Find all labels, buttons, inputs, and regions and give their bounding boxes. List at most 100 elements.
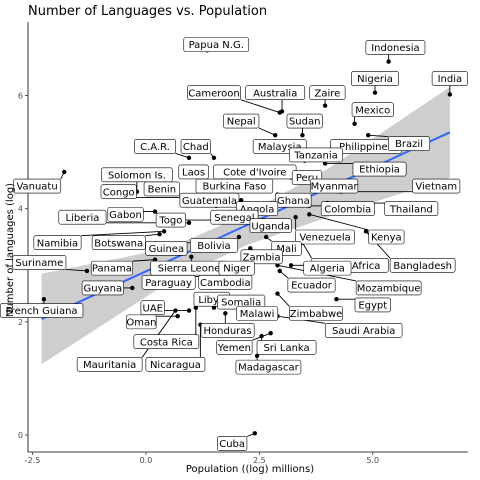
point-label: Sri Lanka — [263, 343, 309, 354]
point-label: Uganda — [251, 221, 290, 232]
point-label: Congo — [103, 187, 135, 198]
point-label-box — [351, 71, 399, 86]
point-label: Ghana — [277, 196, 310, 207]
data-point — [223, 311, 228, 316]
data-point — [175, 314, 180, 319]
point-label-box — [126, 314, 157, 330]
point-label: Peru — [296, 173, 318, 184]
point-label: Mali — [276, 244, 296, 255]
data-point — [186, 155, 192, 160]
label-connector — [145, 233, 160, 237]
data-point — [275, 263, 280, 268]
point-label-box — [187, 85, 241, 101]
point-label-box — [245, 85, 306, 101]
point-label-box — [256, 340, 317, 355]
point-label: Togo — [158, 216, 182, 227]
data-point — [273, 132, 278, 138]
data-point — [62, 169, 67, 175]
y-tick-label: 4 — [18, 205, 23, 214]
point-label-box — [155, 212, 186, 228]
point-label: Niger — [223, 264, 251, 275]
point-label: Liberia — [65, 213, 99, 224]
label-connector — [175, 153, 190, 159]
data-point — [173, 308, 178, 313]
point-label-box — [324, 323, 403, 338]
point-label-box — [388, 136, 431, 151]
point-label-box — [289, 147, 343, 163]
point-label: Ecuador — [291, 281, 333, 292]
data-point — [254, 353, 260, 359]
point-label-box — [183, 37, 250, 52]
data-point — [275, 291, 280, 296]
data-point — [366, 132, 371, 138]
point-label: Sierra Leone — [158, 264, 221, 275]
data-point — [352, 121, 357, 127]
point-label-box — [101, 167, 173, 183]
point-label: Nigeria — [357, 74, 393, 85]
point-label: Libya — [198, 295, 225, 306]
point-label-box — [351, 102, 394, 117]
point-label-box — [355, 280, 422, 296]
point-label-box — [12, 255, 67, 270]
data-point — [186, 220, 192, 226]
point-label-box — [145, 241, 188, 256]
point-label-box — [289, 306, 343, 321]
point-label: Costa Rica — [140, 337, 193, 348]
point-label: Venezuela — [299, 233, 350, 244]
data-point — [248, 246, 253, 251]
point-label-box — [210, 209, 259, 225]
data-point — [293, 214, 298, 220]
point-label: Madagascar — [238, 363, 300, 374]
point-label-box — [310, 178, 359, 194]
point-label: Cote d'Ivoire — [223, 168, 286, 179]
point-label-box — [368, 229, 405, 245]
point-label-box — [389, 257, 456, 273]
point-label-box — [365, 40, 426, 55]
point-label: Somalia — [221, 298, 261, 309]
point-label: Guinea — [149, 244, 184, 255]
point-label-box — [90, 260, 133, 276]
point-label-box — [178, 164, 209, 180]
point-label-box — [180, 139, 211, 154]
data-point — [372, 90, 378, 95]
point-label-box — [0, 303, 84, 318]
point-label-box — [91, 235, 146, 250]
point-label: Mozambique — [357, 284, 421, 295]
point-label: C.A.R. — [140, 142, 170, 153]
point-label: Malaysia — [258, 142, 302, 153]
point-label-box — [249, 218, 292, 233]
point-label-box — [13, 178, 62, 194]
point-label-box — [133, 334, 200, 349]
data-point — [236, 234, 242, 240]
point-label: Honduras — [204, 326, 252, 337]
point-label: UAE — [143, 303, 163, 314]
point-label-box — [295, 229, 355, 245]
point-label: Bangladesh — [393, 261, 452, 272]
point-label-box — [200, 323, 255, 338]
point-label-box — [286, 113, 323, 129]
x-tick-label: 2.5 — [253, 456, 266, 465]
point-label-box — [76, 357, 143, 372]
point-label-box — [275, 192, 312, 208]
x-tick-label: -2.5 — [25, 456, 41, 465]
point-label-box — [81, 280, 124, 296]
point-label-box — [384, 201, 439, 217]
point-label: Burkina Faso — [202, 182, 266, 193]
point-label-box — [309, 85, 346, 101]
data-point — [307, 212, 312, 217]
point-label: Thailand — [389, 204, 433, 215]
label-connector — [258, 127, 276, 136]
point-label-box — [431, 71, 468, 86]
point-label: Benin — [148, 185, 176, 196]
data-point — [268, 330, 273, 336]
data-point — [259, 333, 264, 339]
point-label: Brazil — [395, 139, 423, 150]
data-point — [186, 308, 192, 313]
point-label: Gabon — [109, 210, 142, 221]
point-label: India — [438, 74, 463, 85]
point-label-box — [216, 340, 253, 355]
point-label-box — [190, 238, 238, 253]
point-label: Laos — [182, 168, 205, 179]
